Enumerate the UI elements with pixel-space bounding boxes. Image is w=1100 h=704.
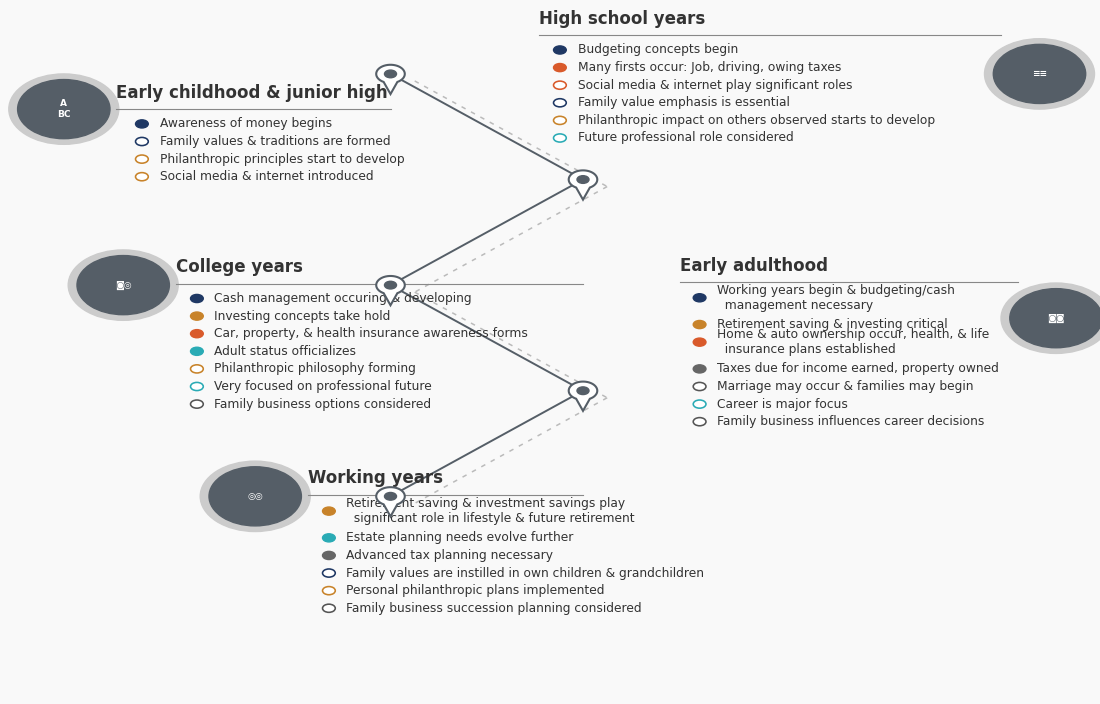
Circle shape (322, 534, 335, 542)
Circle shape (135, 172, 149, 181)
Text: Personal philanthropic plans implemented: Personal philanthropic plans implemented (346, 584, 605, 597)
Polygon shape (376, 65, 405, 94)
Text: Adult status officializes: Adult status officializes (214, 345, 356, 358)
Text: Family business options considered: Family business options considered (214, 398, 431, 410)
Circle shape (190, 312, 204, 320)
Circle shape (385, 70, 396, 77)
Circle shape (553, 81, 566, 89)
Circle shape (553, 134, 566, 142)
Circle shape (1010, 289, 1100, 348)
Circle shape (385, 282, 396, 289)
Text: Family value emphasis is essential: Family value emphasis is essential (578, 96, 790, 109)
Circle shape (68, 250, 178, 320)
Text: Philanthropic principles start to develop: Philanthropic principles start to develo… (160, 153, 404, 165)
Circle shape (578, 387, 588, 394)
Circle shape (190, 347, 204, 356)
Polygon shape (376, 487, 405, 517)
Circle shape (693, 382, 706, 391)
Polygon shape (376, 276, 405, 306)
Text: Taxes due for income earned, property owned: Taxes due for income earned, property ow… (717, 363, 999, 375)
Polygon shape (569, 382, 597, 411)
Circle shape (553, 63, 566, 72)
Text: Career is major focus: Career is major focus (717, 398, 848, 410)
Circle shape (693, 417, 706, 426)
Text: Awareness of money begins: Awareness of money begins (160, 118, 331, 130)
Text: High school years: High school years (539, 10, 705, 28)
Circle shape (553, 46, 566, 54)
Circle shape (200, 461, 310, 532)
Circle shape (190, 329, 204, 338)
Text: Family values are instilled in own children & grandchildren: Family values are instilled in own child… (346, 567, 704, 579)
Text: Budgeting concepts begin: Budgeting concepts begin (578, 44, 738, 56)
Text: ≡≡: ≡≡ (1032, 70, 1047, 78)
Text: Working years begin & budgeting/cash
  management necessary: Working years begin & budgeting/cash man… (717, 284, 955, 312)
Text: ◎◎: ◎◎ (248, 492, 263, 501)
Text: Cash management occuring & developing: Cash management occuring & developing (214, 292, 472, 305)
Text: Investing concepts take hold: Investing concepts take hold (214, 310, 390, 322)
Text: Family values & traditions are formed: Family values & traditions are formed (160, 135, 390, 148)
Circle shape (385, 493, 396, 500)
Circle shape (693, 338, 706, 346)
Circle shape (578, 176, 588, 183)
Circle shape (693, 400, 706, 408)
Circle shape (993, 44, 1086, 103)
Circle shape (984, 39, 1094, 109)
Text: Early childhood & junior high: Early childhood & junior high (116, 84, 387, 102)
Text: Social media & internet introduced: Social media & internet introduced (160, 170, 373, 183)
Text: Family business influences career decisions: Family business influences career decisi… (717, 415, 984, 428)
Text: Advanced tax planning necessary: Advanced tax planning necessary (346, 549, 553, 562)
Circle shape (693, 365, 706, 373)
Text: Estate planning needs evolve further: Estate planning needs evolve further (346, 532, 574, 544)
Text: Philanthropic philosophy forming: Philanthropic philosophy forming (214, 363, 417, 375)
Text: Future professional role considered: Future professional role considered (578, 132, 793, 144)
Circle shape (135, 137, 149, 146)
Text: Retirement saving & investing critical: Retirement saving & investing critical (717, 318, 948, 331)
Circle shape (190, 294, 204, 303)
Text: Very focused on professional future: Very focused on professional future (214, 380, 432, 393)
Circle shape (553, 116, 566, 125)
Circle shape (135, 155, 149, 163)
Circle shape (693, 294, 706, 302)
Text: Many firsts occur: Job, driving, owing taxes: Many firsts occur: Job, driving, owing t… (578, 61, 840, 74)
Text: Home & auto ownership occur, health, & life
  insurance plans established: Home & auto ownership occur, health, & l… (717, 328, 990, 356)
Circle shape (190, 382, 204, 391)
Circle shape (322, 604, 335, 612)
Circle shape (553, 99, 566, 107)
Text: Social media & internet play significant roles: Social media & internet play significant… (578, 79, 852, 92)
Text: Working years: Working years (308, 469, 443, 487)
Text: College years: College years (176, 258, 302, 276)
Circle shape (322, 507, 335, 515)
Circle shape (322, 586, 335, 595)
Polygon shape (569, 170, 597, 200)
Circle shape (135, 120, 149, 128)
Text: Early adulthood: Early adulthood (680, 256, 828, 275)
Circle shape (77, 256, 169, 315)
Text: ◙◎: ◙◎ (114, 281, 132, 289)
Circle shape (1001, 283, 1100, 353)
Text: ◙◙: ◙◙ (1047, 314, 1065, 322)
Text: Family business succession planning considered: Family business succession planning cons… (346, 602, 642, 615)
Text: Philanthropic impact on others observed starts to develop: Philanthropic impact on others observed … (578, 114, 935, 127)
Circle shape (693, 320, 706, 329)
Circle shape (190, 365, 204, 373)
Text: Car, property, & health insurance awareness forms: Car, property, & health insurance awaren… (214, 327, 528, 340)
Circle shape (190, 400, 204, 408)
Text: A
BC: A BC (57, 99, 70, 119)
Circle shape (18, 80, 110, 139)
Circle shape (209, 467, 301, 526)
Circle shape (9, 74, 119, 144)
Circle shape (322, 551, 335, 560)
Text: Retirement saving & investment savings play
  significant role in lifestyle & fu: Retirement saving & investment savings p… (346, 497, 635, 525)
Circle shape (322, 569, 335, 577)
Text: Marriage may occur & families may begin: Marriage may occur & families may begin (717, 380, 974, 393)
